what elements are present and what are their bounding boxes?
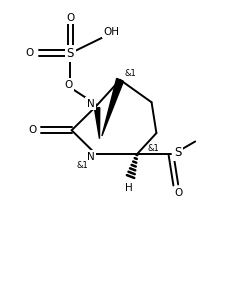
Polygon shape [94,108,100,139]
Text: &1: &1 [125,69,137,78]
Polygon shape [102,78,123,136]
Text: O: O [28,125,36,135]
Text: S: S [174,146,181,159]
Text: O: O [64,80,73,90]
Text: N: N [87,152,95,162]
Text: &1: &1 [77,161,88,170]
Text: O: O [66,13,74,23]
Text: O: O [25,48,33,58]
Text: &1: &1 [148,144,160,153]
Text: O: O [174,188,182,198]
Text: N: N [87,99,95,109]
Text: OH: OH [103,27,119,37]
Text: S: S [67,47,74,60]
Text: H: H [125,183,133,193]
